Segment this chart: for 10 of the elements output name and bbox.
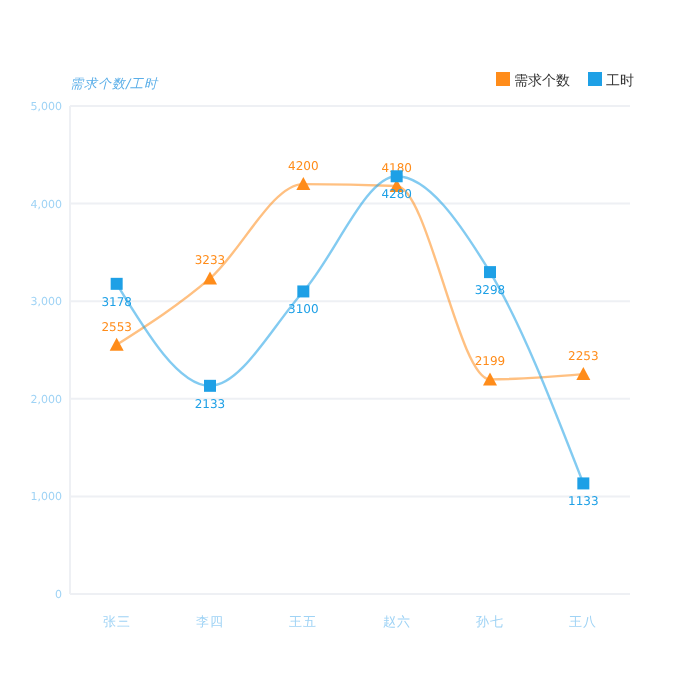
point bbox=[483, 372, 497, 386]
point bbox=[484, 266, 496, 279]
point bbox=[296, 177, 311, 191]
point bbox=[577, 477, 590, 490]
point bbox=[110, 277, 123, 290]
point bbox=[203, 271, 217, 285]
point bbox=[297, 285, 310, 298]
point bbox=[576, 367, 591, 381]
point bbox=[109, 337, 124, 351]
point bbox=[204, 379, 216, 392]
